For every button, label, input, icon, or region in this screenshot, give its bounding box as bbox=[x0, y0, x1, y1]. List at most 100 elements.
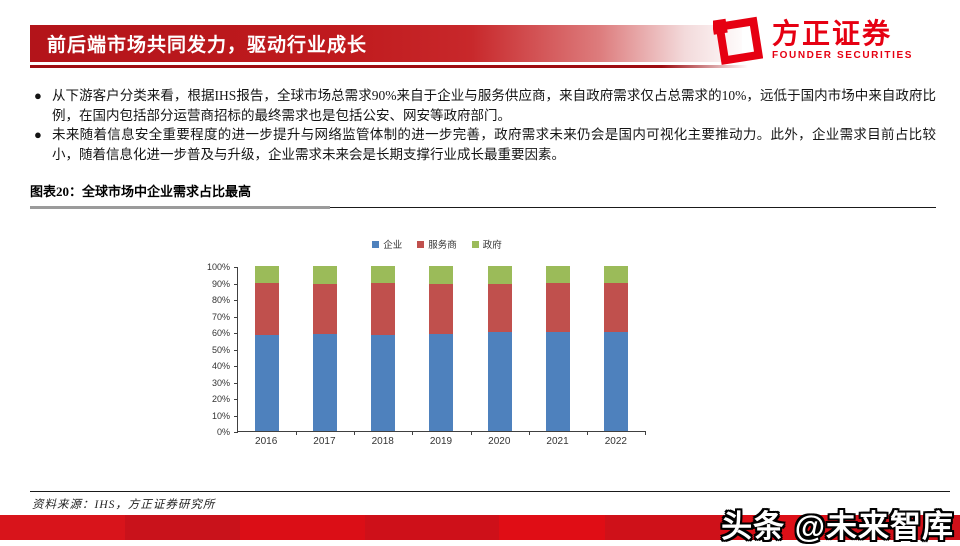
bar-slot-2018 bbox=[354, 266, 412, 431]
legend-swatch bbox=[471, 240, 479, 248]
stacked-bar-2017 bbox=[313, 266, 338, 431]
title-banner: 前后端市场共同发力，驱动行业成长 bbox=[30, 25, 742, 62]
legend-swatch bbox=[417, 240, 425, 248]
bullet-dot: ● bbox=[34, 88, 42, 103]
legend-swatch bbox=[372, 240, 380, 248]
y-tick-mark bbox=[234, 399, 238, 400]
stacked-bar-2018 bbox=[371, 266, 396, 431]
plot-area bbox=[234, 266, 646, 435]
caption-accent-bar bbox=[30, 206, 330, 209]
x-tick-label: 2016 bbox=[255, 436, 278, 447]
legend-label: 政府 bbox=[482, 240, 502, 251]
legend-item-政府: 政府 bbox=[471, 237, 502, 251]
y-tick-mark bbox=[234, 382, 238, 384]
bar-segment-企业 bbox=[371, 335, 396, 431]
body-text: ● 从下游客户分类来看，根据IHS报告，全球市场总需求90%来自于企业与服务供应… bbox=[30, 86, 936, 164]
bar-segment-服务商 bbox=[429, 284, 454, 334]
bar-segment-政府 bbox=[429, 266, 454, 285]
bar-segment-服务商 bbox=[255, 282, 280, 336]
y-tick-mark bbox=[234, 283, 238, 285]
y-tick-mark bbox=[234, 366, 238, 367]
bar-slot-2016 bbox=[238, 266, 296, 431]
bar-segment-政府 bbox=[255, 266, 280, 283]
founder-cube-icon bbox=[712, 16, 763, 65]
x-tick-label: 2017 bbox=[313, 436, 336, 447]
y-tick-label: 90% bbox=[211, 278, 230, 289]
figure-caption-row: 图表20：全球市场中企业需求占比最高 bbox=[30, 181, 936, 209]
y-tick-mark bbox=[234, 333, 238, 334]
y-tick-label: 50% bbox=[211, 344, 230, 355]
y-tick-label: 80% bbox=[211, 295, 230, 305]
bar-segment-政府 bbox=[545, 266, 570, 283]
bar-segment-服务商 bbox=[603, 282, 628, 332]
x-tick-label: 2021 bbox=[546, 436, 569, 447]
figure-caption: 图表20：全球市场中企业需求占比最高 bbox=[30, 184, 252, 199]
legend-label: 服务商 bbox=[428, 240, 457, 251]
bullet-text: 未来随着信息安全重要程度的进一步提升与网络监管体制的进一步完善，政府需求未来仍会… bbox=[52, 127, 936, 162]
y-tick-label: 70% bbox=[211, 311, 230, 322]
bar-segment-企业 bbox=[255, 335, 280, 431]
bullet-item: ● 未来随着信息安全重要程度的进一步提升与网络监管体制的进一步完善，政府需求未来… bbox=[30, 125, 936, 164]
x-tick-mark bbox=[470, 431, 472, 435]
bar-slot-2022 bbox=[587, 266, 645, 431]
bottom-red-bar bbox=[0, 515, 960, 540]
bar-segment-服务商 bbox=[545, 282, 570, 332]
stacked-bar-2021 bbox=[545, 266, 570, 431]
stacked-bar-2016 bbox=[255, 266, 280, 431]
logo-name-cn: 方正证券 bbox=[771, 18, 892, 49]
logo-name-en: FOUNDER SECURITIES bbox=[771, 50, 913, 61]
bar-segment-政府 bbox=[313, 266, 338, 285]
y-tick-label: 40% bbox=[211, 361, 230, 371]
bar-segment-服务商 bbox=[371, 282, 396, 336]
bar-segment-企业 bbox=[545, 332, 570, 431]
x-tick-mark bbox=[412, 431, 414, 435]
bar-segment-政府 bbox=[603, 266, 628, 283]
y-tick-label: 10% bbox=[211, 410, 230, 421]
y-tick-mark bbox=[234, 415, 238, 417]
x-tick-label: 2018 bbox=[371, 436, 394, 447]
bar-segment-政府 bbox=[487, 266, 512, 285]
y-tick-mark bbox=[234, 349, 238, 351]
bullet-text: 从下游客户分类来看，根据IHS报告，全球市场总需求90%来自于企业与服务供应商，… bbox=[52, 88, 936, 123]
legend-item-企业: 企业 bbox=[372, 237, 402, 251]
bar-slot-2020 bbox=[471, 266, 529, 431]
x-tick-mark bbox=[354, 431, 356, 435]
y-tick-mark bbox=[234, 300, 238, 301]
y-tick-mark bbox=[234, 316, 238, 318]
y-axis-labels: 100% 90% 80% 70% 60% 50% 40% 30% 20% 10% 0% bbox=[197, 262, 237, 437]
bar-slot-2017 bbox=[296, 266, 354, 431]
y-tick-label: 0% bbox=[216, 427, 230, 437]
stacked-bar-chart: 企业 服务商 政府 100% 90% 80% 70% 60% 50% 40% 30% 20% 10% 0… bbox=[197, 238, 677, 447]
y-tick-label: 100% bbox=[206, 262, 230, 272]
y-tick-label: 30% bbox=[211, 377, 230, 388]
x-tick-label: 2020 bbox=[488, 436, 511, 447]
plot-bars bbox=[238, 266, 645, 431]
bullet-item: ● 从下游客户分类来看，根据IHS报告，全球市场总需求90%来自于企业与服务供应… bbox=[30, 86, 936, 125]
x-axis-labels: 2016 2017 2018 2019 2020 2021 2022 bbox=[237, 436, 645, 447]
header-divider bbox=[30, 65, 748, 68]
bar-segment-服务商 bbox=[487, 284, 512, 332]
stacked-bar-2020 bbox=[487, 266, 512, 431]
x-tick-mark bbox=[296, 431, 298, 435]
x-tick-label: 2019 bbox=[429, 436, 453, 447]
legend-label: 企业 bbox=[383, 240, 403, 251]
bar-segment-企业 bbox=[313, 333, 338, 431]
data-source: 资料来源：IHS，方正证券研究所 bbox=[32, 499, 216, 511]
founder-securities-logo: 方正证券 FOUNDER SECURITIES bbox=[712, 15, 913, 65]
bar-segment-企业 bbox=[487, 332, 512, 431]
x-tick-mark bbox=[645, 431, 646, 435]
bar-segment-服务商 bbox=[313, 284, 338, 334]
y-tick-mark bbox=[234, 267, 238, 268]
y-tick-label: 60% bbox=[211, 328, 230, 338]
bar-segment-企业 bbox=[429, 333, 454, 431]
x-tick-mark bbox=[528, 431, 530, 435]
chart-legend: 企业 服务商 政府 bbox=[197, 237, 677, 251]
source-divider bbox=[30, 491, 950, 492]
x-tick-mark bbox=[586, 431, 588, 435]
page-title: 前后端市场共同发力，驱动行业成长 bbox=[47, 35, 368, 56]
stacked-bar-2019 bbox=[429, 266, 454, 431]
bullet-dot: ● bbox=[34, 127, 42, 142]
y-tick-label: 20% bbox=[211, 394, 230, 404]
x-tick-label: 2022 bbox=[604, 436, 627, 447]
bar-segment-企业 bbox=[603, 332, 628, 431]
